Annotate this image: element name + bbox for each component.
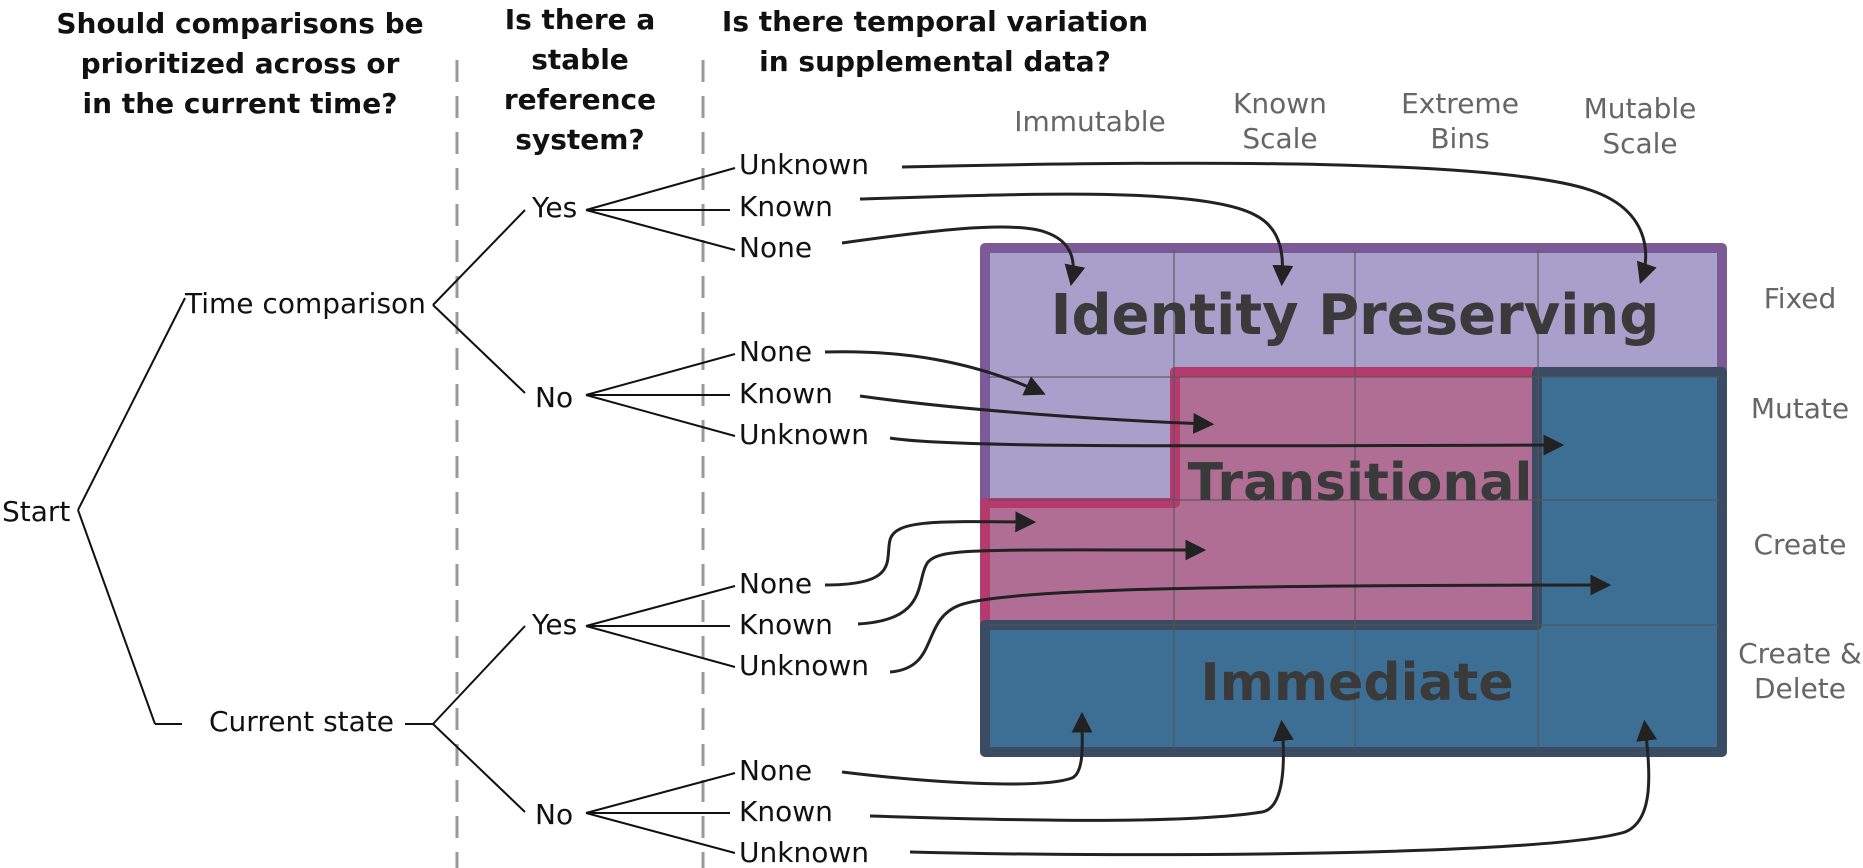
question-reference-system: Is there a stable reference system? xyxy=(460,0,700,160)
grid-lines xyxy=(988,251,1719,749)
leaf-1-1: Unknown xyxy=(739,148,869,181)
tree-branches xyxy=(77,167,736,854)
arrow-no1-none xyxy=(824,350,1046,396)
arrow-no2-unknown xyxy=(909,719,1658,857)
col-label-extreme-bins-1: Extreme xyxy=(1401,87,1519,120)
arrow-no1-known xyxy=(859,394,1215,434)
leaf-4-2: Known xyxy=(739,795,833,828)
leaf-3-1: None xyxy=(739,567,812,600)
zone-label-identity: Identity Preserving xyxy=(1051,283,1660,348)
leaf-1-2: Known xyxy=(739,190,833,223)
question-3-line-1: Is there temporal variation xyxy=(721,5,1149,38)
question-2-line-3: system? xyxy=(515,123,645,156)
arrow-yes1-known xyxy=(859,192,1294,287)
mapping-arrows xyxy=(824,161,1658,857)
col-label-immutable: Immutable xyxy=(1014,105,1165,138)
leaf-3-2: Known xyxy=(739,608,833,641)
row-label-fixed: Fixed xyxy=(1764,282,1837,315)
tree-root-start: Start xyxy=(2,495,70,528)
question-1-line-2: prioritized across or xyxy=(80,47,400,80)
question-comparison-priority: Should comparisons be prioritized across… xyxy=(50,4,430,124)
leaf-3-3: Unknown xyxy=(739,649,869,682)
tree-no-1: No xyxy=(535,381,573,414)
question-2-line-1: Is there a stable xyxy=(504,3,656,76)
question-1-line-1: Should comparisons be xyxy=(56,7,424,40)
tree-yes-1: Yes xyxy=(531,191,577,224)
leaf-1-3: None xyxy=(739,231,812,264)
leaf-2-2: Known xyxy=(739,377,833,410)
col-label-extreme-bins-2: Bins xyxy=(1430,122,1489,155)
row-labels: Fixed Mutate Create Create & Delete xyxy=(1738,282,1862,705)
question-3-line-2: in supplemental data? xyxy=(759,45,1111,78)
row-label-create: Create xyxy=(1753,528,1846,561)
col-label-known-scale-2: Scale xyxy=(1242,122,1317,155)
arrow-no1-unknown xyxy=(889,434,1565,456)
zone-label-transitional: Transitional xyxy=(1188,453,1533,513)
leaf-2-1: None xyxy=(739,335,812,368)
col-label-mutable-scale-1: Mutable xyxy=(1584,92,1697,125)
row-label-create-delete-1: Create & xyxy=(1738,637,1862,670)
zone-label-immediate: Immediate xyxy=(1200,653,1513,713)
row-label-create-delete-2: Delete xyxy=(1754,672,1846,705)
arrow-yes2-none xyxy=(824,511,1037,587)
leaf-2-3: Unknown xyxy=(739,418,869,451)
tree-labels: Start Time comparison Current state Yes … xyxy=(2,148,869,868)
tree-yes-2: Yes xyxy=(531,608,577,641)
question-2-line-2: reference xyxy=(503,83,657,116)
row-label-mutate: Mutate xyxy=(1751,392,1849,425)
arrow-no2-none xyxy=(841,711,1093,786)
col-label-known-scale-1: Known xyxy=(1233,87,1327,120)
question-temporal-variation: Is there temporal variation in supplemen… xyxy=(715,2,1155,82)
column-labels: Immutable Known Scale Extreme Bins Mutab… xyxy=(1014,87,1696,160)
arrow-yes2-unknown xyxy=(889,574,1612,674)
arrow-no2-known xyxy=(869,719,1294,822)
arrow-yes1-unknown xyxy=(901,161,1657,284)
arrow-yes1-none xyxy=(841,225,1086,287)
tree-current-state: Current state xyxy=(209,705,394,738)
col-label-mutable-scale-2: Scale xyxy=(1602,127,1677,160)
leaf-4-3: Unknown xyxy=(739,836,869,868)
arrow-yes2-known xyxy=(857,539,1207,626)
question-1-line-3: in the current time? xyxy=(82,87,398,120)
leaf-4-1: None xyxy=(739,754,812,787)
tree-no-2: No xyxy=(535,798,573,831)
tree-time-comparison: Time comparison xyxy=(184,287,426,320)
